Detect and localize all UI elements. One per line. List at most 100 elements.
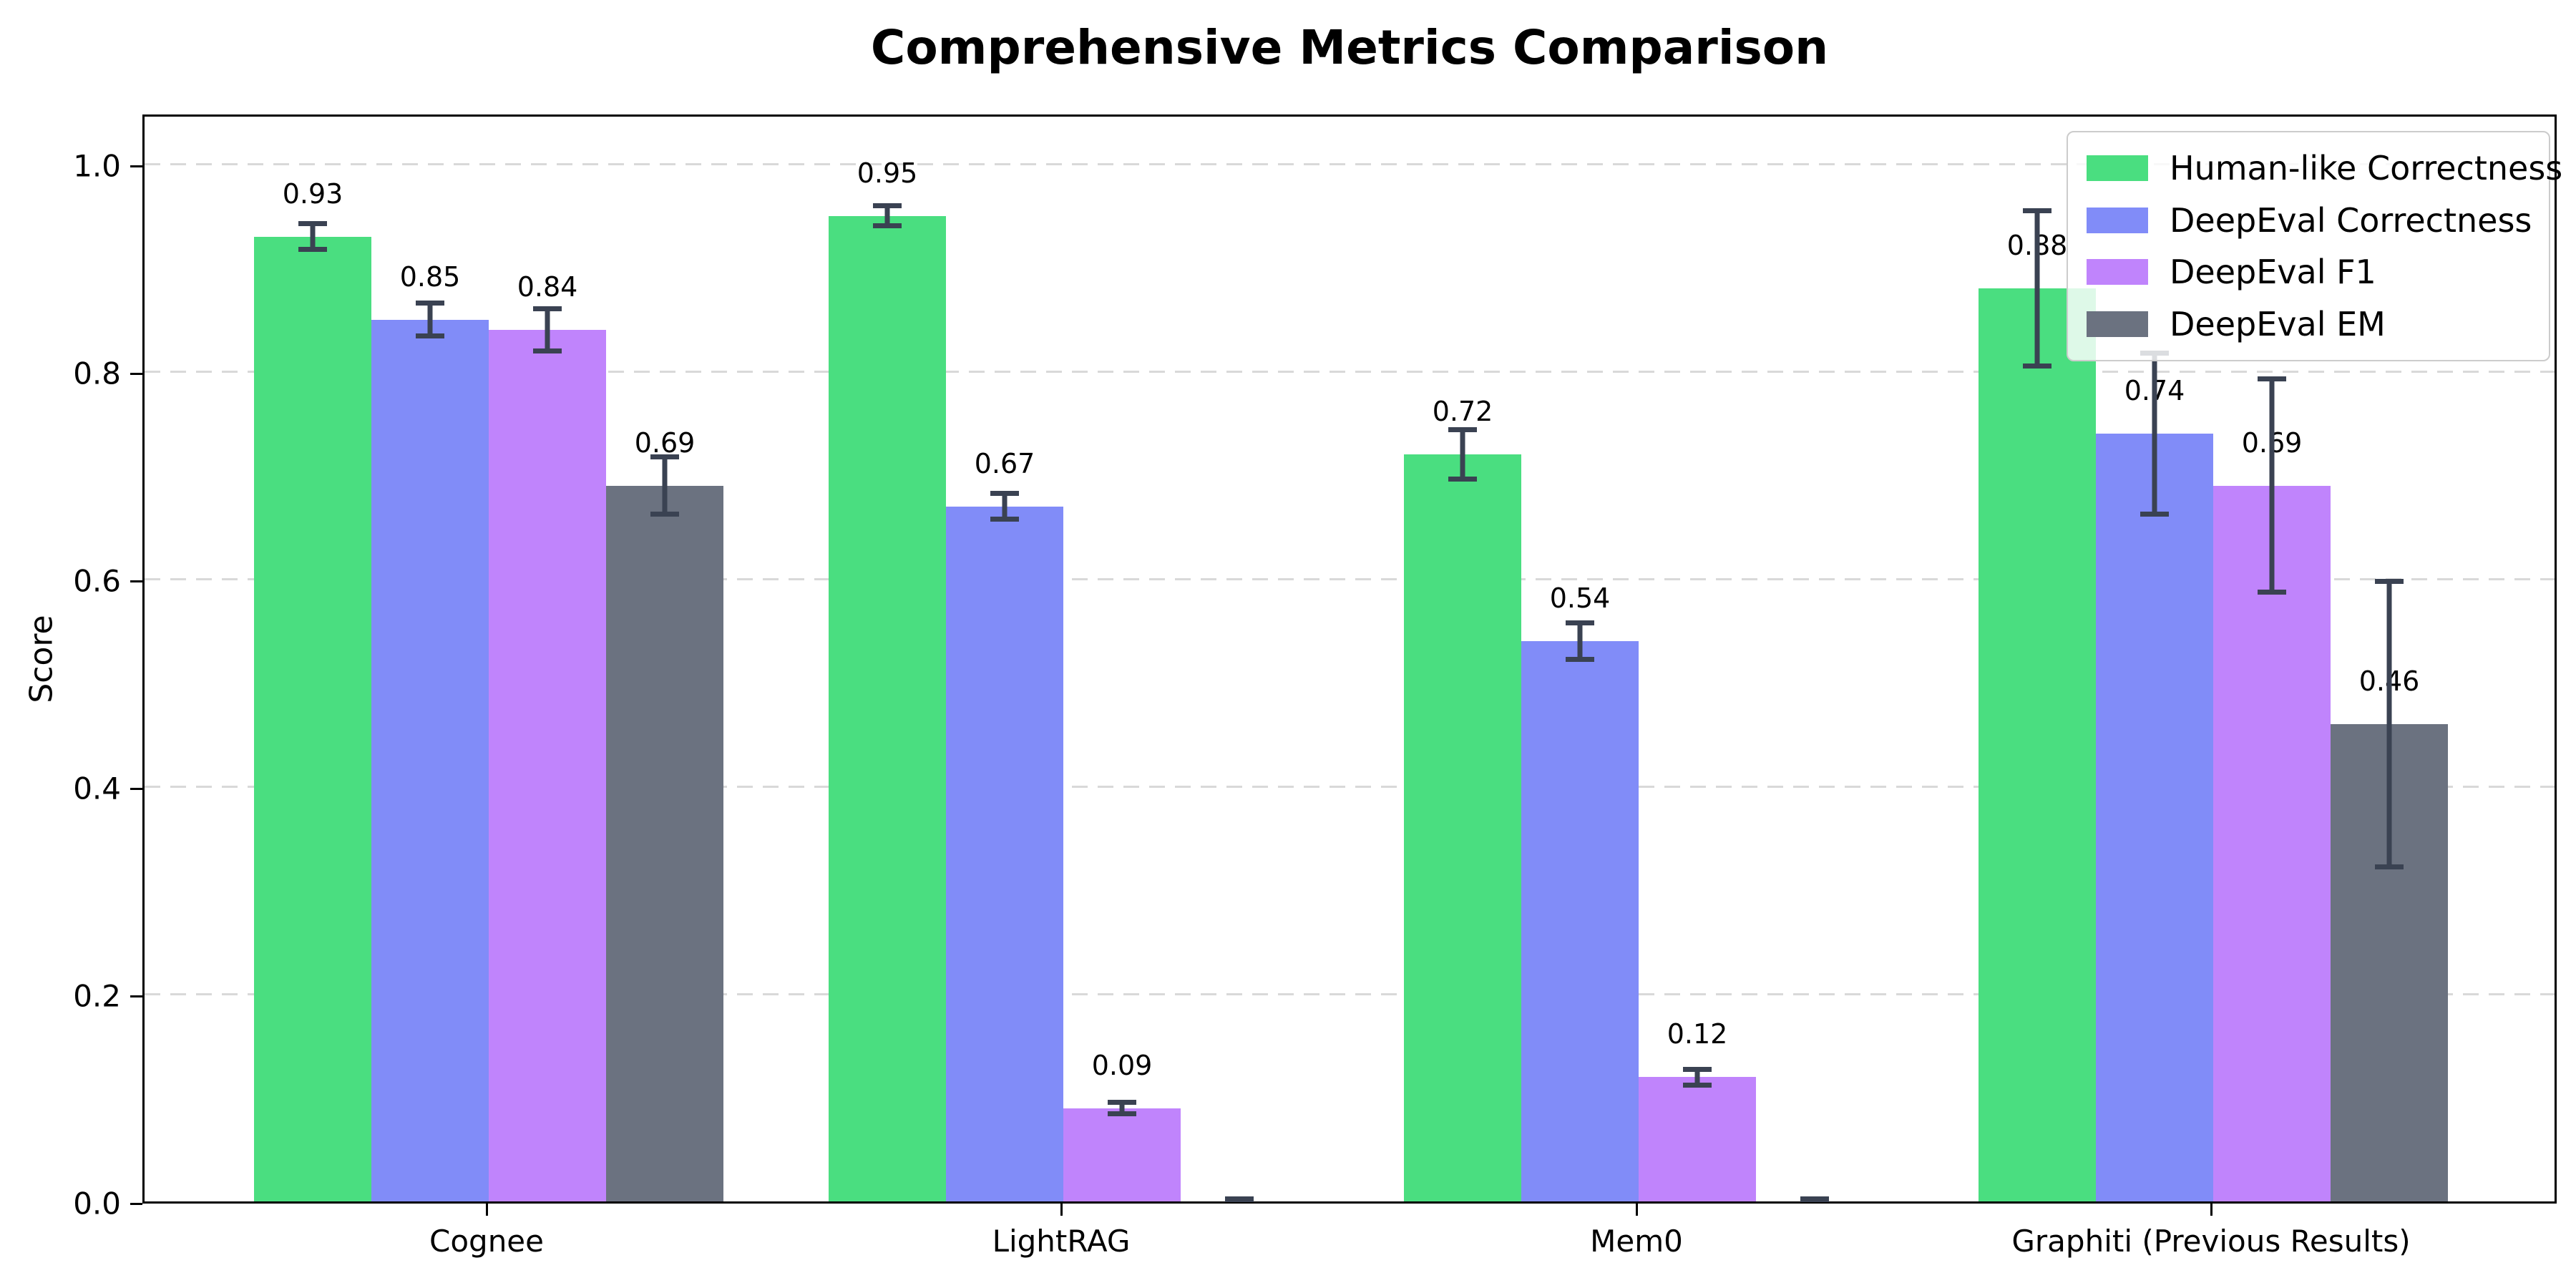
error-bar-cap-top	[533, 306, 562, 311]
error-bar-cap-top	[1683, 1066, 1712, 1072]
x-tick-mark	[1060, 1204, 1063, 1216]
value-label: 0.09	[1091, 1049, 1153, 1081]
y-tick-mark	[130, 1202, 142, 1205]
error-bar	[2375, 579, 2404, 869]
legend-swatch	[2087, 311, 2148, 337]
y-tick-label: 0.6	[73, 563, 121, 599]
value-label: 0.85	[399, 260, 461, 293]
error-bar	[650, 454, 679, 517]
value-label: 0.72	[1432, 396, 1493, 427]
error-bar-line	[427, 301, 433, 338]
error-bar-line	[2152, 351, 2157, 517]
legend-swatch	[2087, 207, 2148, 233]
error-bar	[1448, 427, 1477, 482]
error-bar	[990, 490, 1019, 522]
error-bar-line	[1694, 1066, 1700, 1088]
error-bar	[1800, 1196, 1829, 1203]
legend-label: Human-like Correctness	[2170, 149, 2563, 188]
bar	[254, 236, 371, 1201]
error-bar	[2023, 208, 2051, 369]
legend: Human-like Correctness DeepEval Correctne…	[2067, 131, 2562, 361]
error-bar	[1225, 1196, 1254, 1203]
error-bar-cap-bottom	[2140, 512, 2169, 517]
error-bar	[1566, 620, 1594, 662]
error-bar-cap-bottom	[533, 348, 562, 354]
error-bar	[873, 203, 902, 228]
error-bar-cap-bottom	[1800, 1196, 1829, 1201]
error-bar-cap-top	[2375, 579, 2404, 584]
y-tick-mark	[130, 165, 142, 167]
error-bar-cap-top	[2258, 376, 2286, 382]
error-bar-line	[1119, 1099, 1125, 1117]
error-bar-line	[662, 454, 668, 517]
bar	[1639, 1077, 1756, 1201]
legend-item: DeepEval EM	[2087, 305, 2530, 343]
value-label: 0.93	[282, 177, 343, 210]
error-bar-cap-top	[298, 220, 327, 226]
error-bar-cap-bottom	[650, 512, 679, 517]
error-bar-cap-bottom	[1108, 1111, 1136, 1117]
error-bar-cap-bottom	[990, 517, 1019, 522]
x-tick-label: LightRAG	[992, 1224, 1131, 1259]
x-tick-mark	[1635, 1204, 1638, 1216]
y-tick-label: 1.0	[73, 148, 121, 184]
error-bar-line	[1460, 427, 1465, 482]
x-tick-mark	[2210, 1204, 2212, 1216]
y-tick-label: 0.8	[73, 356, 121, 391]
x-tick-label: Graphiti (Previous Results)	[2011, 1224, 2411, 1259]
error-bar	[1108, 1099, 1136, 1117]
bar	[1404, 454, 1521, 1201]
error-bar	[533, 306, 562, 354]
error-bar	[1683, 1066, 1712, 1088]
legend-swatch	[2087, 155, 2148, 182]
x-tick-label: Cognee	[429, 1224, 544, 1259]
error-bar-cap-bottom	[2023, 363, 2051, 369]
chart-title: Comprehensive Metrics Comparison	[870, 20, 1829, 75]
error-bar-cap-top	[2023, 208, 2051, 214]
error-bar-line	[884, 203, 890, 228]
value-label: 0.84	[517, 271, 578, 303]
error-bar-line	[2386, 579, 2392, 869]
value-label: 0.69	[634, 426, 696, 459]
error-bar-line	[310, 220, 316, 253]
value-label: 0.95	[857, 157, 918, 189]
error-bar-cap-top	[873, 203, 902, 209]
y-tick-mark	[130, 580, 142, 582]
y-tick-mark	[130, 995, 142, 997]
x-tick-label: Mem0	[1590, 1224, 1683, 1259]
bar	[946, 506, 1063, 1201]
bar	[1521, 641, 1639, 1201]
value-label: 0.54	[1549, 582, 1611, 614]
bar	[1979, 288, 2096, 1201]
y-tick-mark	[130, 372, 142, 375]
bar	[2096, 434, 2213, 1201]
error-bar-cap-bottom	[1448, 476, 1477, 482]
error-bar-cap-top	[990, 490, 1019, 496]
legend-swatch	[2087, 259, 2148, 286]
error-bar-cap-top	[1108, 1099, 1136, 1105]
value-label: 0.12	[1667, 1018, 1728, 1050]
bar	[1063, 1108, 1181, 1201]
error-bar-cap-bottom	[873, 223, 902, 228]
error-bar-cap-top	[1566, 620, 1594, 625]
gridline	[145, 162, 2555, 165]
error-bar-line	[2034, 208, 2040, 369]
bar	[2213, 485, 2331, 1201]
gridline	[145, 370, 2555, 373]
error-bar	[2140, 351, 2169, 517]
error-bar-cap-bottom	[416, 333, 444, 338]
y-tick-label: 0.4	[73, 771, 121, 806]
y-tick-mark	[130, 787, 142, 790]
y-tick-label: 0.2	[73, 978, 121, 1014]
value-label: 0.67	[974, 447, 1035, 479]
legend-item: DeepEval F1	[2087, 253, 2530, 291]
legend-item: DeepEval Correctness	[2087, 200, 2532, 240]
bar	[606, 485, 723, 1201]
y-axis-label: Score	[23, 615, 60, 703]
error-bar-cap-top	[1448, 427, 1477, 433]
error-bar-line	[545, 306, 550, 354]
error-bar-cap-bottom	[1683, 1082, 1712, 1088]
legend-label: DeepEval Correctness	[2170, 200, 2532, 240]
bar	[489, 330, 606, 1201]
